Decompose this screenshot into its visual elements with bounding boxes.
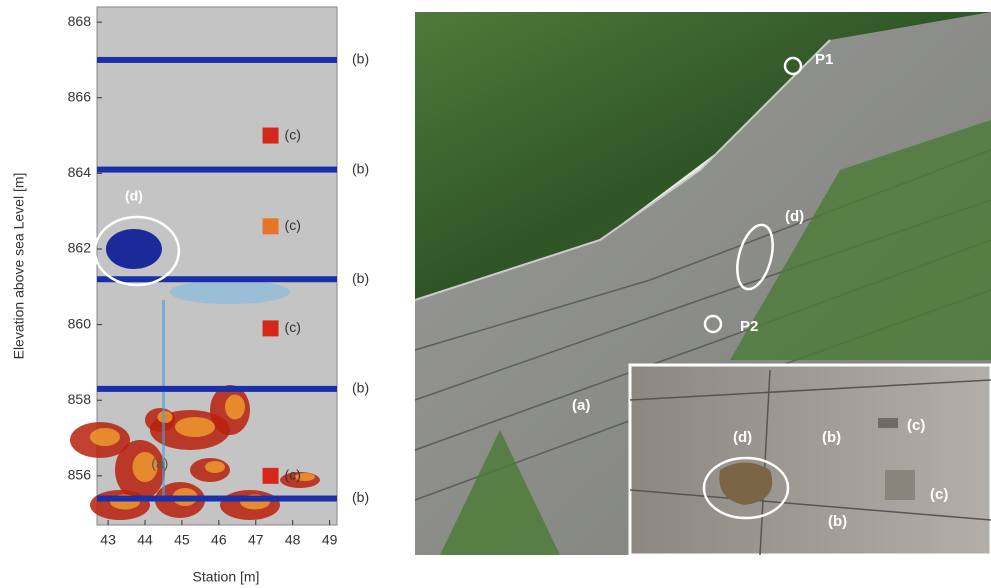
joint-band xyxy=(97,57,337,63)
y-tick-label: 860 xyxy=(68,315,92,331)
cavity-marker xyxy=(106,229,162,269)
spall-label: (c) xyxy=(285,126,301,142)
x-tick-label: 43 xyxy=(100,532,116,548)
y-tick-label: 858 xyxy=(68,391,92,407)
joint-band xyxy=(97,167,337,173)
photo-label: (d) xyxy=(785,208,804,225)
spall-marker xyxy=(263,218,279,234)
joint-band xyxy=(97,276,337,282)
inset-label: (c) xyxy=(930,486,948,503)
x-tick-label: 44 xyxy=(137,532,153,548)
spall-label: (c) xyxy=(285,467,301,483)
joint-label: (b) xyxy=(352,51,369,67)
figure: P1 P2 (a) (d) (d) (b) (b) (c) (c) Statio… xyxy=(0,0,991,588)
photo-label: P2 xyxy=(740,318,758,335)
spall-marker xyxy=(263,468,279,484)
inset-label: (d) xyxy=(733,429,752,446)
joint-band xyxy=(97,386,337,392)
cavity-label: (d) xyxy=(125,188,143,204)
x-tick-label: 48 xyxy=(285,532,301,548)
joint-label: (b) xyxy=(352,160,369,176)
damage-texture xyxy=(205,461,225,473)
joint-label: (b) xyxy=(352,270,369,286)
y-tick-label: 862 xyxy=(68,240,92,256)
spall-marker xyxy=(263,128,279,144)
inset-label: (c) xyxy=(907,417,925,434)
x-tick-label: 49 xyxy=(322,532,338,548)
y-tick-label: 868 xyxy=(68,13,92,29)
photo-label: (a) xyxy=(572,397,590,414)
zone-label: (a) xyxy=(151,455,168,471)
speckle xyxy=(170,280,290,304)
spall-label: (c) xyxy=(285,319,301,335)
photo-label: P1 xyxy=(815,51,833,68)
inset-label: (b) xyxy=(828,513,847,530)
damage-texture xyxy=(175,417,215,437)
damage-texture xyxy=(225,395,245,420)
damage-texture xyxy=(90,428,120,446)
inset-label: (b) xyxy=(822,429,841,446)
joint-label: (b) xyxy=(352,380,369,396)
spall-label: (c) xyxy=(285,217,301,233)
x-axis-label: Station [m] xyxy=(193,569,260,585)
x-tick-label: 46 xyxy=(211,532,227,548)
x-tick-label: 45 xyxy=(174,532,190,548)
spall-marker xyxy=(263,320,279,336)
y-tick-label: 864 xyxy=(68,164,92,180)
y-axis-label: Elevation above sea Level [m] xyxy=(11,173,27,360)
photo: P1 P2 (a) (d) (d) (b) (b) (c) (c) xyxy=(415,12,991,555)
joint-label: (b) xyxy=(352,489,369,505)
y-tick-label: 856 xyxy=(68,467,92,483)
x-tick-label: 47 xyxy=(248,532,264,548)
y-tick-label: 866 xyxy=(68,88,92,104)
joint-band xyxy=(97,496,337,502)
